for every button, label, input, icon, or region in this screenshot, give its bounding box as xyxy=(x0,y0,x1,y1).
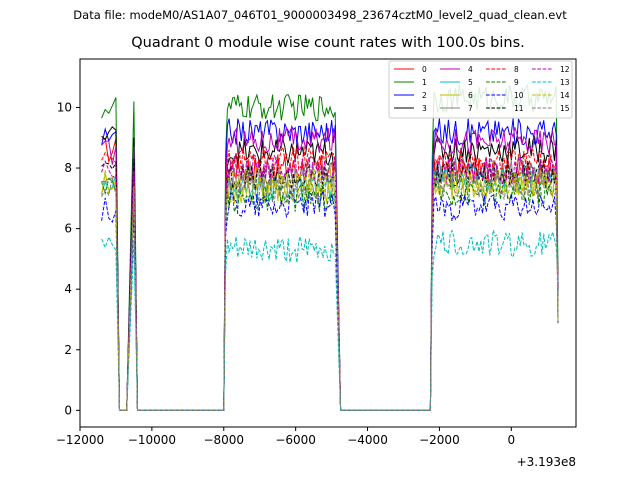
series-line-5 xyxy=(101,161,559,411)
y-tick-label: 0 xyxy=(64,403,72,417)
y-tick-label: 6 xyxy=(64,222,72,236)
legend-label-2: 2 xyxy=(422,91,427,100)
x-tick-label: −8000 xyxy=(203,433,244,447)
series-line-10 xyxy=(101,189,559,411)
legend-label-6: 6 xyxy=(468,91,473,100)
data-file-suptitle: Data file: modeM0/AS1A07_046T01_90000034… xyxy=(73,8,567,22)
x-tick-label: −2000 xyxy=(419,433,460,447)
series-line-15 xyxy=(101,173,559,411)
legend-box xyxy=(388,60,573,119)
x-tick-label: −10000 xyxy=(128,433,176,447)
plot-frame xyxy=(79,58,577,428)
legend-label-14: 14 xyxy=(560,91,570,100)
legend-label-15: 15 xyxy=(560,104,570,113)
legend-label-4: 4 xyxy=(468,65,473,74)
legend-label-11: 11 xyxy=(514,104,524,113)
series-line-11 xyxy=(101,158,559,411)
series-line-2 xyxy=(101,118,559,411)
legend-label-8: 8 xyxy=(514,65,519,74)
series-line-9 xyxy=(101,177,559,411)
y-tick-label: 8 xyxy=(64,161,72,175)
legend-label-0: 0 xyxy=(422,65,427,74)
legend-label-9: 9 xyxy=(514,78,519,87)
x-tick-label: −4000 xyxy=(347,433,388,447)
legend-label-3: 3 xyxy=(422,104,427,113)
x-tick-label: −6000 xyxy=(275,433,316,447)
series-line-14 xyxy=(101,167,559,411)
chart-title: Quadrant 0 module wise count rates with … xyxy=(131,35,525,51)
y-tick-label: 2 xyxy=(64,343,72,357)
legend-label-13: 13 xyxy=(560,78,570,87)
x-offset-label: +3.193e8 xyxy=(517,455,576,469)
series-line-13 xyxy=(101,229,559,411)
x-axis: −12000 −10000 −8000 −6000 −4000 −2000 0 xyxy=(56,427,515,447)
x-tick-label: −12000 xyxy=(56,433,104,447)
legend-label-5: 5 xyxy=(468,78,473,87)
y-axis: 0 2 4 6 8 10 xyxy=(57,100,80,417)
legend-label-12: 12 xyxy=(560,65,570,74)
legend-label-7: 7 xyxy=(468,104,473,113)
y-tick-label: 10 xyxy=(57,100,72,114)
series-layer xyxy=(101,83,559,411)
series-line-6 xyxy=(101,171,559,411)
series-line-0 xyxy=(101,137,559,411)
y-tick-label: 4 xyxy=(64,282,72,296)
x-tick-label: 0 xyxy=(507,433,515,447)
legend-label-10: 10 xyxy=(514,91,524,100)
series-line-4 xyxy=(101,125,559,411)
legend-label-1: 1 xyxy=(422,78,427,87)
